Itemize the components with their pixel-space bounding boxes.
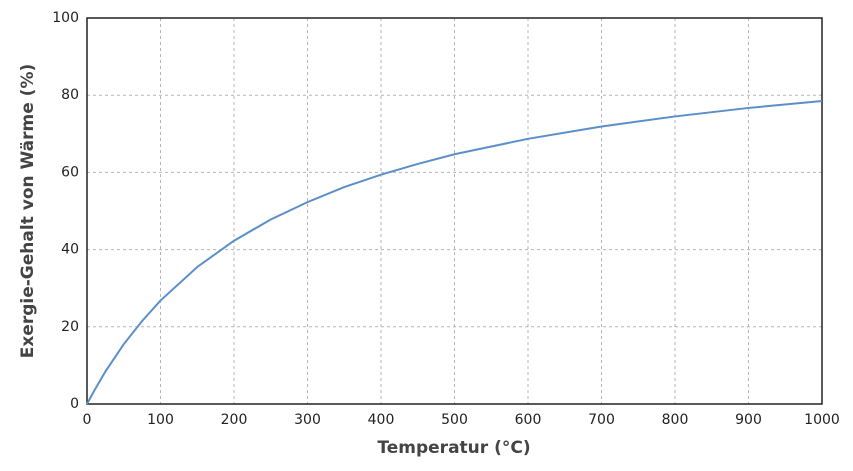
x-tick-label: 100: [147, 412, 174, 428]
y-tick-label: 100: [52, 10, 79, 26]
x-tick-label: 400: [368, 412, 395, 428]
y-tick-label: 20: [61, 319, 79, 335]
x-tick-label: 700: [588, 412, 615, 428]
x-axis-title: Temperatur (°C): [377, 438, 530, 458]
x-tick-label: 300: [294, 412, 321, 428]
y-axis-title: Exergie-Gehalt von Wärme (%): [18, 64, 38, 359]
plot-frame: [86, 17, 823, 405]
y-tick-label: 80: [61, 87, 79, 103]
x-tick-label: 500: [441, 412, 468, 428]
y-tick-label: 0: [70, 396, 79, 412]
x-tick-label: 900: [735, 412, 762, 428]
x-tick-label: 1000: [804, 412, 840, 428]
x-tick-label: 800: [662, 412, 689, 428]
x-tick-label: 600: [515, 412, 542, 428]
y-tick-label: 40: [61, 242, 79, 258]
x-tick-label: 0: [83, 412, 92, 428]
y-tick-label: 60: [61, 164, 79, 180]
x-tick-label: 200: [221, 412, 248, 428]
data-line: [86, 99, 823, 405]
